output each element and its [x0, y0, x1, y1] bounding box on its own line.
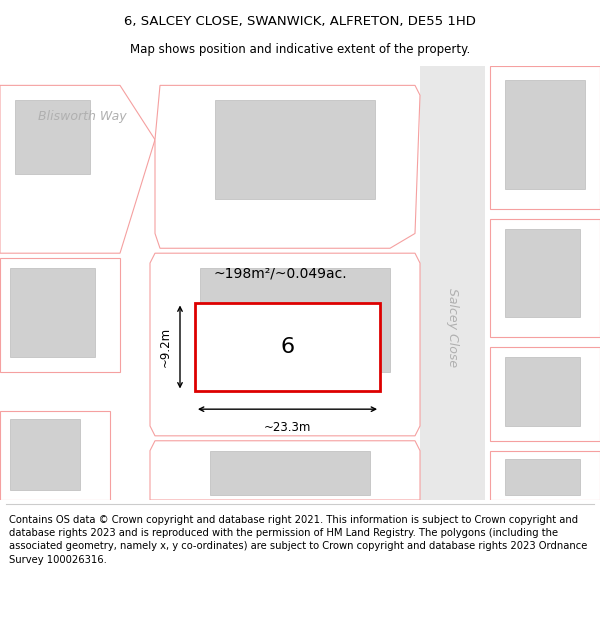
Text: Blisworth Way: Blisworth Way	[38, 111, 127, 124]
Polygon shape	[210, 451, 370, 495]
Text: 6: 6	[280, 337, 295, 357]
Polygon shape	[505, 81, 585, 189]
Polygon shape	[505, 357, 580, 426]
Polygon shape	[490, 451, 600, 500]
Polygon shape	[10, 268, 95, 357]
Polygon shape	[150, 253, 420, 436]
Text: ~198m²/~0.049ac.: ~198m²/~0.049ac.	[213, 267, 347, 281]
Polygon shape	[215, 100, 375, 199]
Text: 6, SALCEY CLOSE, SWANWICK, ALFRETON, DE55 1HD: 6, SALCEY CLOSE, SWANWICK, ALFRETON, DE5…	[124, 14, 476, 28]
Polygon shape	[150, 441, 420, 500]
Polygon shape	[0, 86, 155, 253]
Polygon shape	[490, 219, 600, 337]
Polygon shape	[505, 459, 580, 495]
Text: Map shows position and indicative extent of the property.: Map shows position and indicative extent…	[130, 42, 470, 56]
Polygon shape	[0, 411, 110, 500]
Polygon shape	[10, 419, 80, 490]
Polygon shape	[200, 268, 390, 372]
Text: ~23.3m: ~23.3m	[264, 421, 311, 434]
Polygon shape	[505, 229, 580, 318]
Polygon shape	[15, 100, 90, 174]
Polygon shape	[490, 66, 600, 209]
Polygon shape	[0, 258, 120, 372]
Polygon shape	[490, 347, 600, 441]
Text: Salcey Close: Salcey Close	[445, 288, 458, 367]
Text: ~9.2m: ~9.2m	[159, 327, 172, 367]
Bar	[195, 302, 380, 391]
Text: Contains OS data © Crown copyright and database right 2021. This information is : Contains OS data © Crown copyright and d…	[9, 515, 587, 564]
Polygon shape	[420, 66, 485, 500]
Polygon shape	[155, 86, 420, 248]
